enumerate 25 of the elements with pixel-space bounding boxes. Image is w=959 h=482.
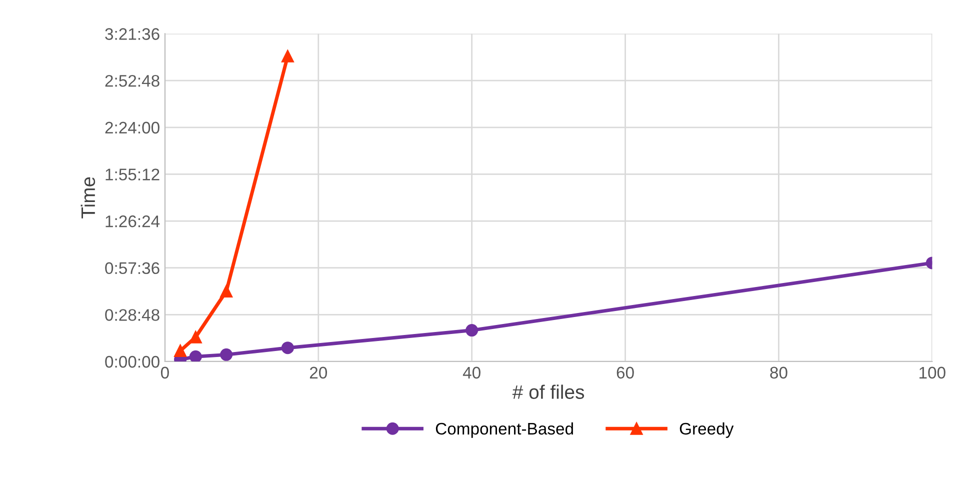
y-tick-label: 2:52:48: [105, 74, 160, 87]
point: [220, 348, 233, 361]
x-tick-label: 20: [310, 366, 328, 379]
legend-label: Greedy: [680, 422, 734, 438]
y-tick-label: 2:24:00: [105, 122, 160, 134]
x-tick-label: 40: [462, 366, 480, 379]
y-tick-label: 1:55:12: [106, 168, 160, 180]
y-tick-label: 0:28:48: [105, 309, 160, 321]
y-tick-label: 1:26:24: [106, 215, 160, 228]
x-tick-label: 100: [920, 366, 946, 379]
x-tick-label: 80: [770, 366, 788, 379]
legend-label: Component-Based: [436, 422, 573, 438]
point: [466, 324, 478, 337]
point: [281, 342, 294, 354]
x-tick-label: 60: [616, 366, 634, 379]
y-tick-label: 3:21:36: [105, 28, 160, 40]
y-tick-label: 0:00:00: [105, 356, 160, 368]
x-tick-label: 0: [160, 366, 169, 379]
point: [174, 344, 187, 358]
y-tick-label: 0:57:36: [105, 262, 160, 274]
point: [281, 50, 294, 62]
point: [189, 350, 202, 362]
point: [220, 285, 233, 298]
x-axis-title: # of files: [512, 384, 584, 399]
y-axis-title: Time: [80, 177, 96, 218]
